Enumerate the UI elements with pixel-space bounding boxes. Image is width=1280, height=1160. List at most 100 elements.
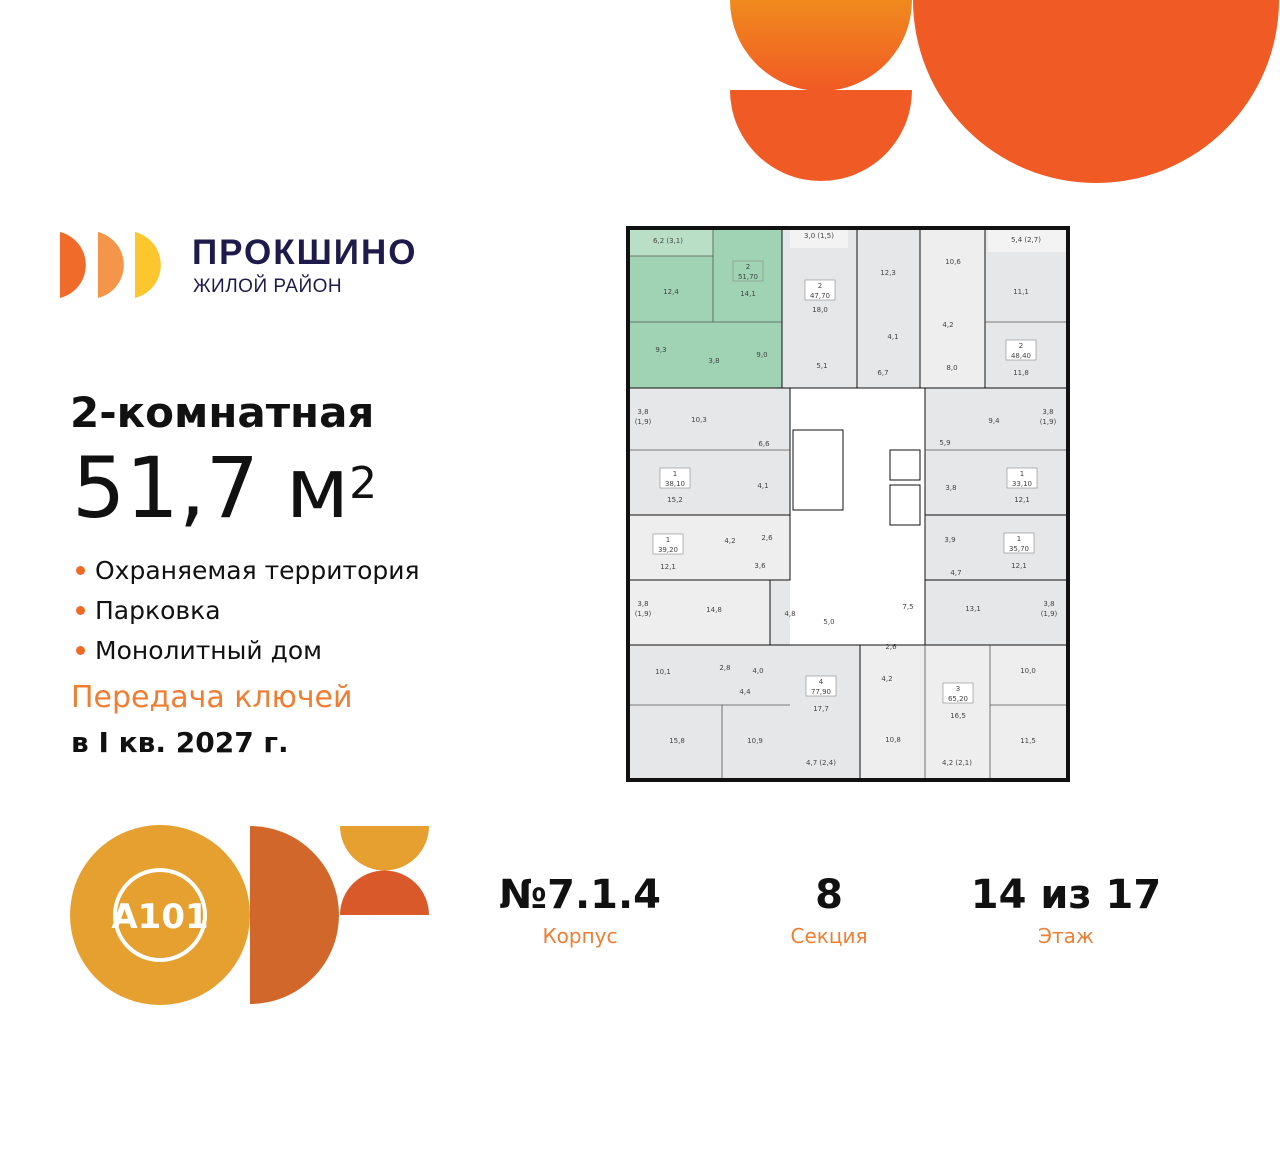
room-area-label: 10,1 — [655, 668, 671, 676]
building-number: №7.1.4 — [498, 872, 661, 918]
apartment-area: 51,7 м2 — [72, 438, 377, 538]
room-area-label: 3,8 — [1042, 408, 1053, 416]
bullet-icon — [76, 566, 85, 575]
unit-rooms: 1 — [1017, 535, 1021, 543]
unit-area: 35,70 — [1009, 545, 1029, 553]
unit-badge — [732, 260, 764, 282]
room-area-label: 3,6 — [754, 562, 766, 570]
handover-label: Передача ключей — [71, 680, 353, 715]
unit-badge — [942, 682, 974, 704]
room-area-label: 4,7 (2,4) — [806, 759, 836, 767]
feature-label: Парковка — [95, 596, 221, 625]
unit-area: 38,10 — [665, 480, 685, 488]
bullet-icon — [76, 646, 85, 655]
room-area-label: 2,8 — [719, 664, 730, 672]
room-area-label: 2,6 — [885, 643, 897, 651]
half-circle-shape — [730, 0, 912, 91]
decorative-shapes — [730, 0, 1279, 183]
room-area-label: (1,9) — [635, 610, 652, 618]
room-area-label: 12,1 — [1011, 562, 1027, 570]
area-value: 51,7 м — [72, 439, 350, 537]
room-area-label: 6,6 — [758, 440, 770, 448]
feature-item: Монолитный дом — [76, 636, 322, 665]
room-area-label: (1,9) — [1041, 610, 1058, 618]
unit-area: 33,10 — [1012, 480, 1032, 488]
room-area-label: 4,8 — [784, 610, 795, 618]
unit-rooms: 2 — [818, 282, 822, 290]
unit-badge — [1006, 467, 1038, 489]
section-number: 8 — [815, 872, 843, 918]
svg-text:A101: A101 — [111, 897, 208, 937]
room-area-label: 12,1 — [1014, 496, 1030, 504]
room-area-label: 5,9 — [939, 439, 950, 447]
unit-area: 51,70 — [738, 273, 758, 281]
room-area-label: 11,8 — [1013, 369, 1029, 377]
room-area-label: 6,7 — [877, 369, 888, 377]
half-circle-shape — [913, 0, 1279, 183]
room-area-label: 4,4 — [739, 688, 751, 696]
unit-rooms: 2 — [746, 263, 750, 271]
room-area-label: 11,5 — [1020, 737, 1036, 745]
info-floor: 14 из 17 Этаж — [936, 872, 1196, 948]
floor-number: 14 из 17 — [970, 872, 1162, 918]
room-area-label: 4,2 — [881, 675, 892, 683]
area-unit-sup: 2 — [349, 458, 378, 509]
room-area-label: 4,1 — [887, 333, 898, 341]
a101-logo-icon: A101 — [70, 825, 430, 1005]
unit-area: 48,40 — [1011, 352, 1031, 360]
room-area-label: 14,1 — [740, 290, 756, 298]
room-area-label: 16,5 — [950, 712, 966, 720]
room-area-label: 5,0 — [823, 618, 834, 626]
unit-rooms: 3 — [956, 685, 960, 693]
feature-label: Охраняемая территория — [95, 556, 420, 585]
floor-plan: 6,2 (3,1)12,4 14,19,33,89,03,0 (1,5)18,05… — [626, 226, 1070, 782]
unit-badge — [652, 533, 684, 555]
room-area-label: 3,8 — [708, 357, 719, 365]
room-area-label: 4,2 — [942, 321, 953, 329]
floor-label: Этаж — [1038, 924, 1094, 948]
bullet-icon — [76, 606, 85, 615]
room-area-label: 3,8 — [637, 600, 648, 608]
room-area-label: 3,8 — [637, 408, 648, 416]
handover-date: в I кв. 2027 г. — [71, 726, 289, 759]
room-area-label: 14,8 — [706, 606, 722, 614]
room-area-label: 4,2 (2,1) — [942, 759, 972, 767]
room-area-label: 13,1 — [965, 605, 981, 613]
section-label: Секция — [790, 924, 868, 948]
room-area-label: 5,4 (2,7) — [1011, 236, 1041, 244]
room-area-label: 18,0 — [812, 306, 828, 314]
room-area-label: 15,8 — [669, 737, 685, 745]
room-area-label: 12,3 — [880, 269, 896, 277]
room-area-label: 10,9 — [747, 737, 763, 745]
room-area-label: 15,2 — [667, 496, 683, 504]
room-area-label: 17,7 — [813, 705, 829, 713]
room-area-label: 4,1 — [757, 482, 768, 490]
room-area-label: (1,9) — [635, 418, 652, 426]
room-area-label: 3,9 — [944, 536, 955, 544]
prokshino-logo-icon — [60, 232, 161, 298]
room-area-label: 6,2 (3,1) — [653, 237, 683, 245]
room-area-label: 8,0 — [946, 364, 957, 372]
room-count-title: 2-комнатная — [70, 388, 375, 437]
room-area-label: 12,1 — [660, 563, 676, 571]
room-area-label: 10,3 — [691, 416, 707, 424]
unit-rooms: 4 — [819, 678, 824, 686]
room-area-label: 2,6 — [761, 534, 773, 542]
unit-badge — [804, 279, 836, 301]
room-area-label: 7,5 — [902, 603, 913, 611]
building-label: Корпус — [542, 924, 618, 948]
feature-item: Охраняемая территория — [76, 556, 420, 585]
unit-area: 39,20 — [658, 546, 678, 554]
room-area-label: 9,4 — [988, 417, 1000, 425]
room-area-label: 12,4 — [663, 288, 679, 296]
feature-label: Монолитный дом — [95, 636, 323, 665]
room-area-label: 3,8 — [1043, 600, 1054, 608]
room-area-label: 10,0 — [1020, 667, 1036, 675]
room-area-label: (1,9) — [1040, 418, 1057, 426]
brand-name: ПРОКШИНО — [192, 233, 418, 272]
feature-item: Парковка — [76, 596, 221, 625]
room-area-label: 4,7 — [950, 569, 961, 577]
unit-badge — [659, 467, 691, 489]
unit-area: 47,70 — [810, 292, 830, 300]
unit-badge — [1005, 339, 1037, 361]
